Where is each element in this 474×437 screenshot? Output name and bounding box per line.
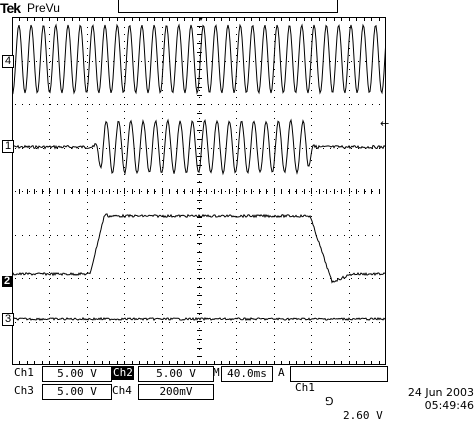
- status-row-2: Ch3 5.00 V Ch4 200mV: [12, 384, 392, 400]
- ch4-ground-marker[interactable]: 4: [2, 55, 14, 68]
- trigger-mode: A: [278, 366, 285, 379]
- trigger-position-marker: [199, 17, 203, 21]
- traces: [12, 23, 386, 322]
- ch3-scale[interactable]: 5.00 V: [42, 384, 112, 400]
- trigger-source: Ch1: [295, 381, 315, 394]
- ch1-ground-marker[interactable]: 1: [2, 140, 14, 153]
- status-readout: Ch1 5.00 V Ch2 5.00 V M 40.0ms A Ch1 ⅁ 2…: [12, 366, 392, 422]
- time-text: 05:49:46: [424, 399, 474, 412]
- ch2-trace: [12, 213, 386, 284]
- ch3-trace: [12, 316, 386, 322]
- ch2-ground-marker[interactable]: 2: [2, 275, 12, 287]
- waveform-display: [12, 17, 386, 365]
- trigger-slope-icon: ⅁: [325, 395, 334, 408]
- date-text: 24 Jun 2003: [407, 386, 474, 399]
- brand-logo: Tek: [0, 0, 21, 16]
- ch3-ground-marker[interactable]: 3: [2, 313, 14, 326]
- ch2-scale[interactable]: 5.00 V: [138, 366, 214, 382]
- trigger-level-arrow-icon: ←: [380, 117, 390, 130]
- ch4-label: Ch4: [112, 384, 132, 397]
- ch1-label: Ch1: [14, 366, 34, 379]
- timebase-prefix: M: [213, 366, 220, 379]
- timestamp: 24 Jun 2003 05:49:46: [400, 386, 474, 412]
- ch3-label: Ch3: [14, 384, 34, 397]
- ch1-trace: [12, 118, 386, 176]
- trigger-readout[interactable]: Ch1 ⅁ 2.60 V: [290, 366, 388, 422]
- status-row-1: Ch1 5.00 V Ch2 5.00 V M 40.0ms A Ch1 ⅁ 2…: [12, 366, 392, 422]
- ch4-trace: [12, 23, 386, 95]
- timebase-value[interactable]: 40.0ms: [221, 366, 273, 382]
- ch4-scale[interactable]: 200mV: [138, 384, 214, 400]
- ch2-label: Ch2: [112, 366, 134, 380]
- ch1-scale[interactable]: 5.00 V: [42, 366, 112, 382]
- acquisition-mode: PreVu: [27, 1, 60, 15]
- trigger-level: 2.60 V: [343, 409, 383, 422]
- trigger-position-bar: [118, 0, 338, 13]
- graticule: [12, 17, 380, 365]
- scope-header: Tek PreVu: [0, 0, 474, 18]
